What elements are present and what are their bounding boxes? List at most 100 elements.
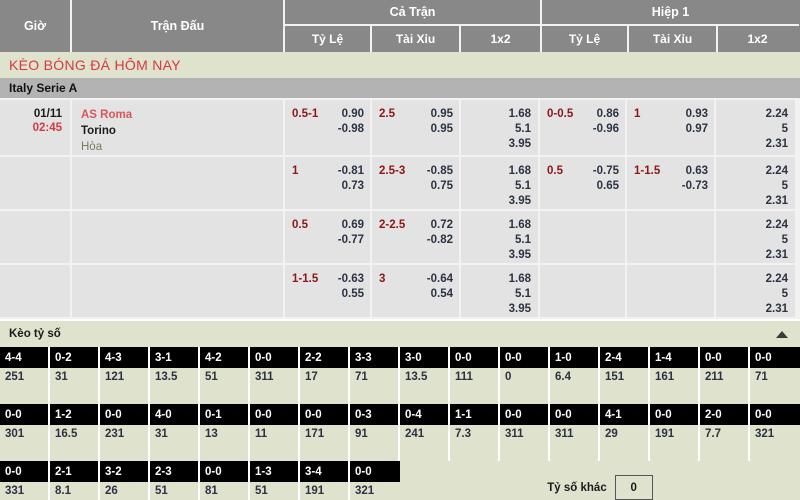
ft-overunder-cell-over: -0.64	[426, 273, 453, 285]
h1-1x2-cell[interactable]: 2.24 5 2.31	[716, 157, 795, 209]
correct-score-cell[interactable]: 4-1 29	[600, 404, 650, 461]
ft-1x2-cell[interactable]: 1.68 5.1 3.95	[461, 157, 540, 209]
correct-score-cell[interactable]: 0-0 321	[350, 461, 400, 500]
ft-handicap-cell[interactable]: 1 -0.81 0.73	[285, 157, 372, 209]
correct-score-cell[interactable]: 0-0 71	[750, 347, 800, 404]
correct-score-cell[interactable]: 0-0 311	[250, 347, 300, 404]
h1-handicap-cell[interactable]: 0-0.5 0.86 -0.96	[540, 100, 627, 155]
triangle-up-icon[interactable]	[776, 330, 788, 338]
ft-1x2-cell[interactable]: 1.68 5.1 3.95	[461, 100, 540, 155]
correct-score-cell[interactable]: 2-2 17	[300, 347, 350, 404]
correct-score-cell[interactable]: 0-0 0	[500, 347, 550, 404]
correct-score-cell[interactable]: 0-0 311	[500, 404, 550, 461]
h1-1x2-cell[interactable]: 2.24 5 2.31	[716, 265, 795, 317]
correct-score-cell[interactable]: 0-0 111	[450, 347, 500, 404]
ft-handicap-cell[interactable]: 0.5 0.69 -0.77	[285, 211, 372, 263]
header-h1-taixiu: Tài Xỉu	[629, 26, 718, 52]
correct-score-cell[interactable]: 0-0 321	[750, 404, 800, 461]
correct-score-cell[interactable]: 1-3 51	[250, 461, 300, 500]
correct-score-cell[interactable]: 4-4 251	[0, 347, 50, 404]
correct-score-cell[interactable]: 0-0 81	[200, 461, 250, 500]
h1-overunder-cell[interactable]	[627, 211, 716, 263]
correct-score-cell[interactable]: 0-0 11	[250, 404, 300, 461]
correct-score-cell[interactable]: 0-2 31	[50, 347, 100, 404]
h1-handicap-cell-handicap: 0.5	[547, 165, 563, 177]
h1-handicap-cell-under: 0.65	[596, 180, 619, 192]
correct-score-odd: 6.4	[550, 368, 598, 404]
correct-score-cell[interactable]: 3-4 191	[300, 461, 350, 500]
correct-score-cell[interactable]: 0-0 231	[100, 404, 150, 461]
correct-score-cell[interactable]: 2-0 7.7	[700, 404, 750, 461]
ft-handicap-cell-under: -0.98	[337, 123, 364, 135]
ft-handicap-cell[interactable]: 1-1.5 -0.63 0.55	[285, 265, 372, 317]
h1-1x2-cell-line-3: 2.31	[765, 303, 788, 315]
ft-handicap-cell-under: -0.77	[337, 234, 364, 246]
correct-score-cell[interactable]: 1-2 16.5	[50, 404, 100, 461]
h1-handicap-cell[interactable]: 0.5 -0.75 0.65	[540, 157, 627, 209]
correct-score-row: 0-0 301 1-2 16.5 0-0 231 4-0 31 0-1 13 0-0 11 0-0 171…	[0, 404, 800, 461]
ft-overunder-cell[interactable]: 2-2.5 0.72 -0.82	[372, 211, 461, 263]
h1-1x2-cell[interactable]: 2.24 5 2.31	[716, 211, 795, 263]
ft-1x2-cell[interactable]: 1.68 5.1 3.95	[461, 265, 540, 317]
match-teams-cell: AS Roma Torino Hòa	[72, 100, 285, 155]
correct-score-cell[interactable]: 2-1 8.1	[50, 461, 100, 500]
correct-score-scoreline: 0-0	[750, 404, 800, 425]
correct-score-cell[interactable]: 4-0 31	[150, 404, 200, 461]
h1-overunder-cell[interactable]: 1-1.5 0.63 -0.73	[627, 157, 716, 209]
h1-1x2-cell-line-2: 5	[781, 180, 788, 192]
correct-score-cell[interactable]: 1-4 161	[650, 347, 700, 404]
correct-score-cell[interactable]: 3-2 26	[100, 461, 150, 500]
correct-score-header[interactable]: Kèo tỷ số	[0, 319, 800, 347]
correct-score-cell[interactable]: 0-1 13	[200, 404, 250, 461]
correct-score-cell[interactable]: 1-0 6.4	[550, 347, 600, 404]
match-time-cell	[0, 157, 72, 209]
correct-score-cell[interactable]: 0-4 241	[400, 404, 450, 461]
h1-overunder-cell[interactable]	[627, 265, 716, 317]
header-group-title-hiep-1: Hiệp 1	[542, 0, 799, 26]
correct-score-cell[interactable]: 4-2 51	[200, 347, 250, 404]
correct-score-cell[interactable]: 1-1 7.3	[450, 404, 500, 461]
correct-score-cell[interactable]: 3-3 71	[350, 347, 400, 404]
correct-score-odd: 191	[650, 425, 698, 461]
team-away[interactable]: Torino	[81, 125, 116, 137]
h1-handicap-cell[interactable]	[540, 211, 627, 263]
correct-score-scoreline: 3-2	[100, 461, 148, 482]
correct-score-odd: 0	[500, 368, 548, 404]
correct-score-odd: 211	[700, 368, 748, 404]
correct-score-cell[interactable]: 3-1 13.5	[150, 347, 200, 404]
correct-score-cell[interactable]: 2-4 151	[600, 347, 650, 404]
correct-score-cell[interactable]: 4-3 121	[100, 347, 150, 404]
h1-overunder-cell[interactable]: 1 0.93 0.97	[627, 100, 716, 155]
correct-score-cell[interactable]: 0-0 211	[700, 347, 750, 404]
ft-overunder-cell[interactable]: 2.5-3 -0.85 0.75	[372, 157, 461, 209]
correct-score-cell[interactable]: 0-3 91	[350, 404, 400, 461]
correct-score-scoreline: 3-3	[350, 347, 398, 368]
ft-1x2-cell-line-3: 3.95	[508, 138, 531, 150]
correct-score-odd: 311	[500, 425, 548, 461]
correct-score-cell[interactable]: 0-0 301	[0, 404, 50, 461]
ft-1x2-cell[interactable]: 1.68 5.1 3.95	[461, 211, 540, 263]
correct-score-cell[interactable]: 0-0 191	[650, 404, 700, 461]
correct-score-odd: 11	[250, 425, 298, 461]
correct-score-cell[interactable]: 0-0 171	[300, 404, 350, 461]
team-home[interactable]: AS Roma	[81, 109, 133, 121]
correct-score-cell[interactable]: 3-0 13.5	[400, 347, 450, 404]
correct-score-cell[interactable]: 2-3 51	[150, 461, 200, 500]
correct-score-scoreline: 4-3	[100, 347, 148, 368]
h1-handicap-cell[interactable]	[540, 265, 627, 317]
correct-score-odd: 71	[350, 368, 398, 404]
ft-overunder-cell[interactable]: 3 -0.64 0.54	[372, 265, 461, 317]
correct-score-cell[interactable]: 0-0 311	[550, 404, 600, 461]
correct-score-scoreline: 0-0	[750, 347, 800, 368]
match-time-cell	[0, 265, 72, 317]
h1-1x2-cell[interactable]: 2.24 5 2.31	[716, 100, 795, 155]
h1-overunder-cell-over: 0.63	[685, 165, 708, 177]
correct-score-odd: 51	[250, 482, 298, 500]
ft-handicap-cell[interactable]: 0.5-1 0.90 -0.98	[285, 100, 372, 155]
correct-score-cell[interactable]: 0-0 331	[0, 461, 50, 500]
league-row[interactable]: Italy Serie A	[0, 78, 800, 100]
correct-score-odd: 231	[100, 425, 148, 461]
correct-score-scoreline: 1-3	[250, 461, 298, 482]
other-score-value[interactable]: 0	[614, 475, 653, 500]
ft-overunder-cell[interactable]: 2.5 0.95 0.95	[372, 100, 461, 155]
